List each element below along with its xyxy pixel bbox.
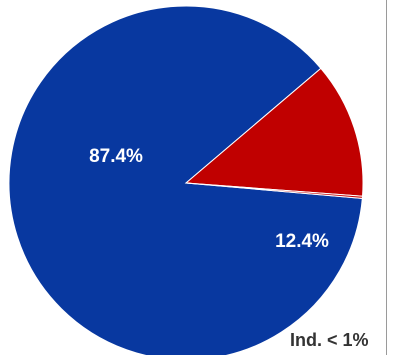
pie-slice-main <box>8 5 363 355</box>
pie-label-ind: Ind. < 1% <box>290 330 369 350</box>
pie-slice-second <box>184 67 364 197</box>
pie-slices <box>8 5 364 355</box>
chart-frame-edge <box>386 0 387 355</box>
pie-label-second: 12.4% <box>275 231 329 252</box>
pie-labels: 87.4% 12.4% Ind. < 1% <box>89 146 368 350</box>
pie-slice-ind <box>185 182 364 199</box>
pie-label-main: 87.4% <box>89 146 143 167</box>
